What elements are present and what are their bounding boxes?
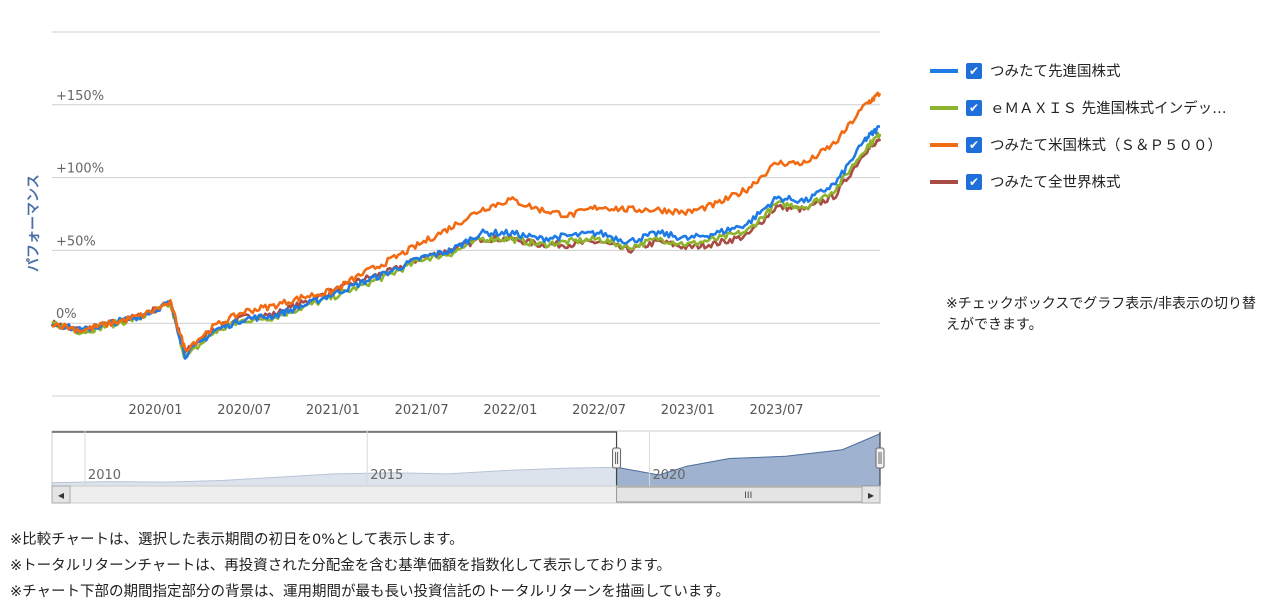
x-tick-label: 2023/07: [749, 403, 803, 418]
chevron-left-icon: ◂: [58, 488, 64, 502]
legend-item-us-sp500[interactable]: ✔ つみたて米国株式（Ｓ＆Ｐ５００）: [930, 126, 1275, 163]
checkbox-note: ※チェックボックスでグラフ表示/非表示の切り替えができます。: [946, 296, 1257, 333]
grid-layer: [52, 31, 880, 397]
y-tick-label: +50%: [56, 234, 96, 249]
x-tick-label: 2022/07: [572, 403, 626, 418]
x-axis-ticks: 2020/01 2020/07 2021/01 2021/07 2022/01 2022/…: [128, 403, 803, 418]
checkbox-checked-icon[interactable]: ✔: [966, 173, 982, 190]
navigator-year-label: 2015: [370, 468, 403, 483]
range-navigator[interactable]: 2010 2015 2020 III ◂ ▸: [51, 430, 885, 504]
checkbox-checked-icon[interactable]: ✔: [966, 99, 982, 116]
series-color-swatch: [930, 105, 958, 110]
footnote: ※トータルリターンチャートは、再投資された分配金を含む基準価額を指数化して表示し…: [10, 558, 672, 574]
y-axis-title: パフォーマンス: [26, 174, 42, 272]
x-tick-label: 2023/01: [661, 403, 715, 418]
y-axis-ticks: 0% +50% +100% +150%: [56, 89, 104, 322]
y-tick-label: +100%: [56, 162, 104, 177]
range-handle[interactable]: [612, 447, 622, 469]
checkbox-checked-icon[interactable]: ✔: [966, 136, 982, 153]
scrollbar-grip-icon: III: [744, 491, 752, 501]
x-tick-label: 2021/07: [395, 403, 449, 418]
footnote: ※比較チャートは、選択した表示期間の初日を0%として表示します。: [10, 532, 464, 548]
legend-item-developed-stocks[interactable]: ✔ つみたて先進国株式: [930, 52, 1275, 89]
legend-item-emaxis-developed[interactable]: ✔ ｅＭＡＸＩＳ 先進国株式インデッ…: [930, 89, 1275, 126]
navigator-year-label: 2010: [88, 468, 121, 483]
legend-label: ｅＭＡＸＩＳ 先進国株式インデッ…: [990, 101, 1227, 117]
navigator-year-label: 2020: [652, 468, 685, 483]
scroll-left-button[interactable]: [51, 485, 71, 504]
series-color-swatch: [930, 179, 958, 184]
y-tick-label: 0%: [56, 307, 77, 322]
legend-item-all-world[interactable]: ✔ つみたて全世界株式: [930, 163, 1275, 200]
x-tick-label: 2020/01: [128, 403, 182, 418]
chevron-right-icon: ▸: [868, 488, 874, 502]
series-color-swatch: [930, 68, 958, 73]
series-color-swatch: [930, 142, 958, 147]
checkbox-checked-icon[interactable]: ✔: [966, 62, 982, 79]
series-line: [51, 91, 882, 353]
y-tick-label: +150%: [56, 89, 104, 104]
x-tick-label: 2020/07: [217, 403, 271, 418]
x-tick-label: 2022/01: [483, 403, 537, 418]
legend-label: つみたて全世界株式: [990, 175, 1121, 191]
footnote: ※チャート下部の期間指定部分の背景は、運用期間が最も長い投資信託のトータルリター…: [10, 584, 730, 600]
x-tick-label: 2021/01: [306, 403, 360, 418]
legend-label: つみたて先進国株式: [990, 64, 1121, 80]
footnotes: ※比較チャートは、選択した表示期間の初日を0%として表示します。 ※トータルリタ…: [10, 527, 1110, 605]
range-handle[interactable]: [875, 447, 885, 469]
legend-label: つみたて米国株式（Ｓ＆Ｐ５００）: [990, 138, 1222, 154]
legend: ✔ つみたて先進国株式 ✔ ｅＭＡＸＩＳ 先進国株式インデッ… ✔ つみたて米国…: [930, 52, 1275, 200]
series-layer: [50, 91, 882, 360]
scroll-right-button[interactable]: [861, 485, 881, 504]
